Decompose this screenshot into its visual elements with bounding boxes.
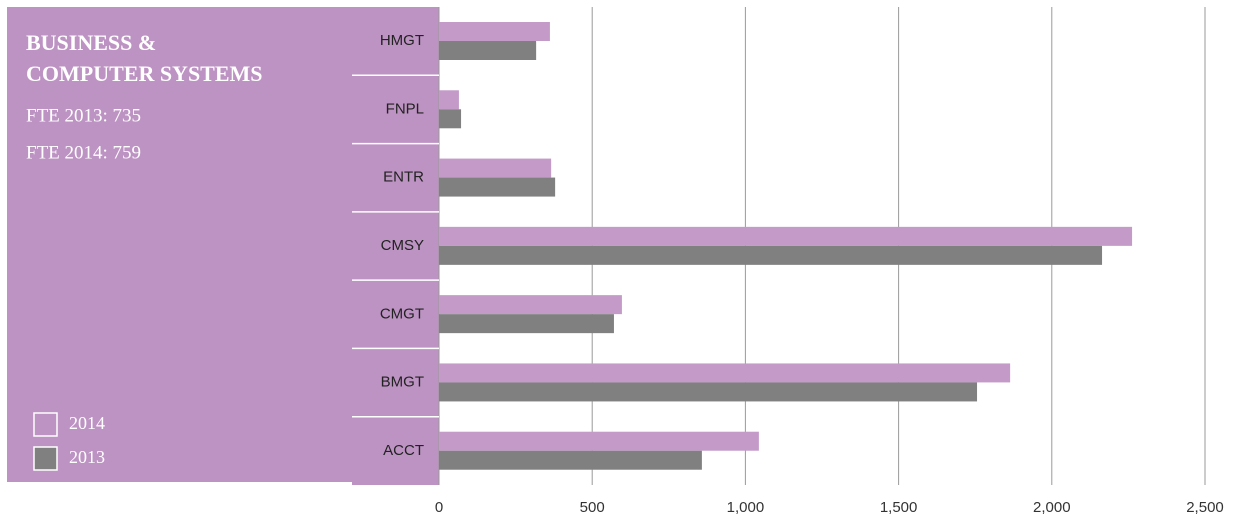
bar	[439, 226, 1133, 246]
bar	[439, 363, 1011, 383]
y-tick-label: CMGT	[380, 305, 424, 322]
side-panel	[7, 7, 353, 482]
y-tick-label: CMSY	[381, 237, 424, 254]
x-tick-label: 500	[580, 499, 605, 516]
bar	[439, 109, 462, 129]
x-tick-label: 1,500	[880, 499, 918, 516]
bar	[439, 245, 1103, 265]
y-tick-label: HMGT	[380, 32, 424, 49]
bar	[439, 314, 614, 334]
bar	[439, 450, 702, 470]
legend-swatch	[33, 446, 58, 471]
x-tick-label: 2,000	[1033, 499, 1071, 516]
x-tick-label: 2,500	[1186, 499, 1224, 516]
y-tick-label: ACCT	[383, 442, 424, 459]
y-tick-label: FNPL	[386, 100, 424, 117]
panel-title: BUSINESS &	[26, 30, 156, 55]
panel-title: COMPUTER SYSTEMS	[26, 61, 263, 86]
legend-swatch	[33, 412, 58, 437]
panel-annotation: FTE 2013: 735	[26, 105, 141, 126]
bar	[439, 431, 759, 451]
bar	[439, 41, 537, 60]
x-tick-label: 1,000	[727, 499, 765, 516]
x-tick-label: 0	[435, 499, 443, 516]
legend-label: 2013	[69, 447, 105, 467]
bar	[439, 295, 622, 315]
bar	[439, 158, 552, 178]
category-strip	[352, 7, 439, 485]
legend-label: 2014	[69, 413, 105, 433]
bar	[439, 22, 550, 41]
bar	[439, 90, 459, 110]
panel-annotation: FTE 2014: 759	[26, 142, 141, 163]
y-tick-label: ENTR	[383, 169, 424, 186]
bar	[439, 177, 556, 197]
y-tick-label: BMGT	[381, 374, 424, 391]
bar	[439, 382, 978, 402]
